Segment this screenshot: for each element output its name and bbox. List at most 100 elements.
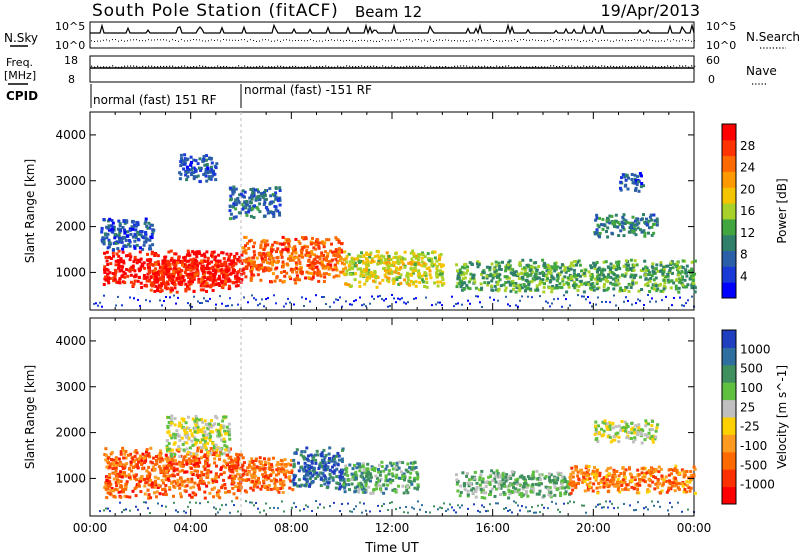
data-cell bbox=[458, 282, 462, 286]
data-cell bbox=[193, 266, 197, 270]
data-cell bbox=[240, 253, 244, 257]
data-cell bbox=[630, 173, 634, 176]
data-cell bbox=[140, 478, 144, 482]
nave-point bbox=[634, 65, 636, 68]
nave-label: Nave bbox=[746, 64, 777, 78]
data-cell bbox=[139, 265, 143, 269]
data-cell bbox=[254, 197, 258, 201]
data-cell bbox=[646, 281, 650, 285]
data-cell bbox=[169, 278, 173, 282]
data-cell bbox=[288, 254, 292, 258]
data-cell bbox=[601, 217, 605, 221]
data-cell bbox=[248, 465, 252, 469]
data-cell bbox=[292, 464, 296, 468]
data-cell bbox=[168, 487, 172, 491]
data-cell bbox=[259, 278, 263, 282]
data-cell bbox=[674, 287, 678, 291]
data-cell bbox=[223, 263, 227, 266]
data-cell bbox=[548, 475, 551, 479]
data-cell bbox=[200, 282, 204, 286]
nave-point bbox=[271, 66, 273, 68]
data-cell bbox=[372, 488, 375, 492]
data-cell bbox=[108, 271, 112, 275]
data-cell bbox=[280, 484, 284, 488]
data-cell bbox=[371, 274, 375, 278]
data-cell bbox=[235, 202, 239, 206]
data-cell bbox=[662, 266, 666, 270]
data-cell bbox=[612, 266, 616, 270]
data-cell bbox=[265, 268, 269, 272]
data-cell bbox=[209, 447, 213, 450]
data-cell bbox=[297, 478, 301, 482]
data-cell bbox=[397, 282, 401, 286]
nsearch-point bbox=[118, 40, 119, 42]
data-cell bbox=[160, 478, 164, 482]
data-cell bbox=[154, 267, 158, 271]
data-cell bbox=[234, 261, 238, 265]
data-cell bbox=[171, 274, 175, 278]
data-cell bbox=[108, 255, 111, 259]
near-range-cell bbox=[383, 299, 385, 302]
data-cell bbox=[113, 467, 117, 470]
data-cell bbox=[572, 264, 576, 268]
data-cell bbox=[112, 495, 116, 499]
data-cell bbox=[564, 270, 568, 274]
data-cell bbox=[132, 460, 136, 463]
data-cell bbox=[620, 176, 623, 180]
data-cell bbox=[240, 466, 244, 470]
data-cell bbox=[218, 284, 222, 287]
data-cell bbox=[314, 247, 318, 251]
nsearch-point bbox=[430, 39, 431, 41]
nsearch-point bbox=[187, 40, 188, 42]
data-cell bbox=[372, 260, 376, 264]
data-cell bbox=[375, 480, 379, 484]
data-cell bbox=[269, 248, 273, 252]
near-range-cell bbox=[623, 300, 625, 303]
data-cell bbox=[325, 272, 328, 276]
data-cell bbox=[621, 215, 625, 219]
data-cell bbox=[258, 468, 262, 472]
data-cell bbox=[185, 484, 189, 488]
data-cell bbox=[196, 270, 200, 274]
data-cell bbox=[328, 457, 331, 460]
data-cell bbox=[655, 223, 659, 227]
data-cell bbox=[439, 265, 443, 269]
data-cell bbox=[125, 495, 129, 499]
data-cell bbox=[537, 265, 541, 268]
data-cell bbox=[212, 283, 216, 287]
nave-point bbox=[556, 65, 558, 68]
data-cell bbox=[514, 270, 518, 274]
data-cell bbox=[153, 468, 157, 472]
data-cell bbox=[489, 490, 493, 494]
data-cell bbox=[610, 220, 614, 224]
data-cell bbox=[513, 270, 516, 274]
data-cell bbox=[297, 461, 300, 465]
data-cell bbox=[410, 262, 414, 266]
nave-point bbox=[472, 65, 474, 67]
data-cell bbox=[209, 285, 213, 289]
data-cell bbox=[216, 259, 220, 263]
nsearch-point bbox=[463, 40, 464, 42]
nave-point bbox=[652, 65, 654, 67]
data-cell bbox=[289, 463, 293, 467]
data-cell bbox=[231, 465, 235, 468]
nave-point bbox=[136, 65, 138, 67]
data-cell bbox=[358, 462, 362, 466]
data-cell bbox=[549, 473, 553, 477]
data-cell bbox=[331, 268, 335, 272]
near-range-cell bbox=[631, 303, 633, 306]
data-cell bbox=[467, 484, 471, 488]
near-range-cell bbox=[285, 302, 287, 305]
data-cell bbox=[595, 280, 599, 284]
nave-point bbox=[373, 65, 375, 67]
data-cell bbox=[343, 250, 347, 254]
data-cell bbox=[339, 478, 342, 482]
data-cell bbox=[219, 468, 223, 471]
data-cell bbox=[458, 494, 462, 498]
data-cell bbox=[436, 284, 440, 288]
near-range-cell bbox=[337, 299, 339, 301]
data-cell bbox=[138, 269, 142, 273]
nsearch-point bbox=[223, 39, 224, 40]
data-cell bbox=[187, 272, 191, 276]
data-cell bbox=[128, 258, 132, 262]
